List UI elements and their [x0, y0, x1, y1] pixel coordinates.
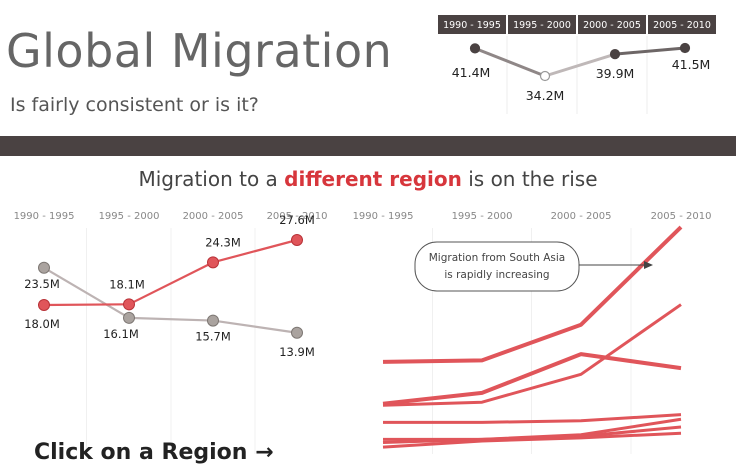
red-series-segment — [212, 238, 298, 264]
category-header-label: 2005 - 2010 — [653, 20, 711, 31]
series-line-segment — [473, 46, 547, 78]
region-series-line — [382, 303, 682, 407]
grey-data-point — [207, 314, 219, 327]
red-series-segment — [128, 261, 214, 306]
data-point — [469, 43, 481, 54]
red-data-point — [123, 298, 135, 311]
data-label: 18.0M — [24, 317, 60, 331]
x-axis-tick-label: 1990 - 1995 — [353, 211, 414, 222]
annotation-text-line-1: Migration from South Asia — [429, 252, 565, 264]
annotation-box — [414, 241, 580, 292]
grey-series-segment — [43, 266, 130, 319]
category-header-bg — [508, 15, 576, 34]
data-label: 34.2M — [526, 88, 565, 103]
data-point — [609, 49, 621, 60]
global-migration-sparkline: 1990 - 1995 1995 - 2000 2000 - 2005 2005 - … — [438, 15, 716, 114]
category-header-bg — [578, 15, 646, 34]
region-series-line — [383, 413, 682, 424]
region-click-prompt[interactable]: Click on a Region → — [34, 440, 274, 465]
data-point — [539, 70, 551, 82]
x-axis-tick-label: 1990 - 1995 — [14, 211, 75, 222]
series-line-segment — [543, 52, 617, 78]
divider-band — [0, 136, 736, 156]
headline-highlight: different region — [284, 167, 462, 191]
x-axis-tick-label: 1995 - 2000 — [452, 211, 513, 222]
data-label: 39.9M — [596, 66, 635, 81]
headline-text-pre: Migration to a — [138, 167, 285, 191]
data-label: 16.1M — [103, 327, 139, 341]
x-axis-tick-label: 2005 - 2010 — [651, 211, 712, 222]
category-header-label: 1990 - 1995 — [443, 20, 501, 31]
data-label: 41.4M — [452, 65, 491, 80]
series-line-segment — [613, 46, 687, 56]
data-label: 27.6M — [279, 213, 315, 227]
grey-series-segment — [212, 319, 298, 334]
annotation-arrow-head — [644, 261, 653, 269]
category-header-bg — [648, 15, 716, 34]
data-label: 24.3M — [205, 235, 241, 249]
x-axis-tick-label: 2005 - 2010 — [267, 211, 328, 222]
data-label: 23.5M — [24, 277, 60, 291]
section-headline: Migration to a different region is on th… — [0, 167, 736, 191]
grey-data-point — [291, 326, 303, 339]
region-detail-chart: 1990 - 1995 1995 - 2000 2000 - 2005 2005 - … — [353, 211, 712, 454]
x-axis-tick-label: 2000 - 2005 — [183, 211, 244, 222]
region-series-line — [382, 352, 682, 406]
annotation-text-line-2: is rapidly increasing — [444, 269, 549, 281]
x-axis-tick-label: 1995 - 2000 — [99, 211, 160, 222]
data-label: 13.9M — [279, 345, 315, 359]
red-data-point — [207, 256, 219, 269]
region-series-line — [382, 225, 683, 364]
grey-series-segment — [128, 316, 214, 322]
grey-data-point — [123, 311, 135, 324]
data-point — [679, 42, 691, 54]
x-axis-tick-label: 2000 - 2005 — [551, 211, 612, 222]
page-subtitle: Is fairly consistent or is it? — [10, 94, 259, 116]
category-header-bg — [438, 15, 506, 34]
red-data-point — [291, 234, 303, 246]
category-header-label: 1995 - 2000 — [513, 20, 571, 31]
region-series-line — [382, 425, 682, 444]
red-series-segment — [43, 303, 130, 307]
page-title: Global Migration — [6, 24, 393, 78]
data-label: 15.7M — [195, 330, 231, 344]
red-data-point — [38, 299, 50, 311]
category-header-label: 2000 - 2005 — [583, 20, 641, 31]
region-series-line — [382, 431, 682, 449]
data-label: 18.1M — [109, 277, 145, 291]
data-label: 41.5M — [672, 57, 711, 72]
region-comparison-chart: 1990 - 1995 1995 - 2000 2000 - 2005 2005 - … — [14, 211, 328, 454]
headline-text-post: is on the rise — [461, 167, 598, 191]
grey-data-point — [38, 261, 50, 274]
